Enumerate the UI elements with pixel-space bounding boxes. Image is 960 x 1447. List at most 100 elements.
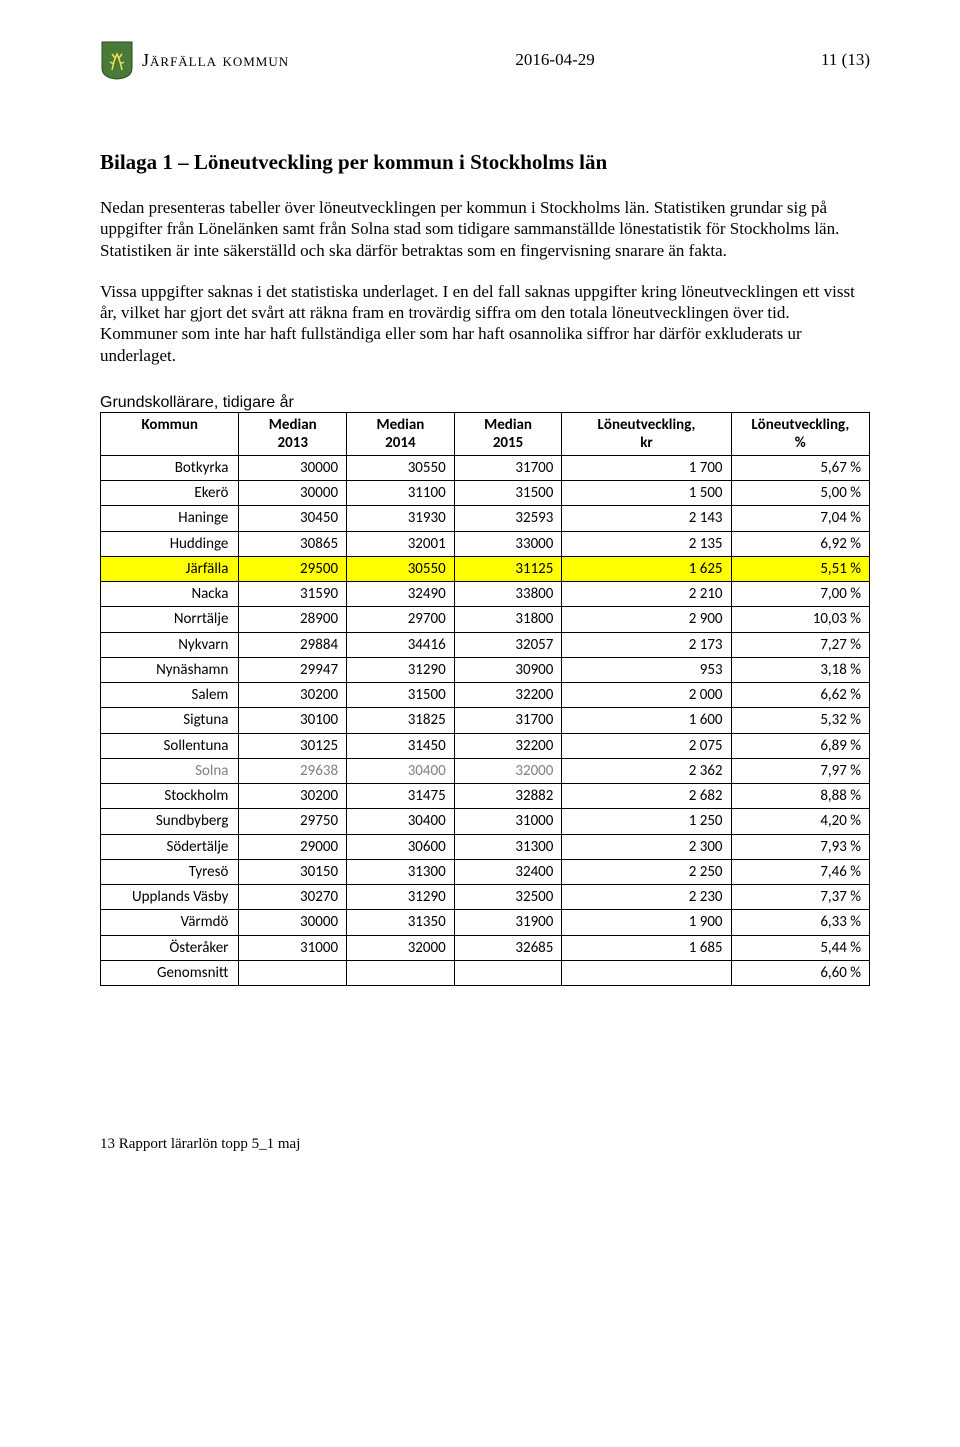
table-cell: 1 500	[562, 481, 731, 506]
table-cell: 32490	[347, 582, 455, 607]
table-cell: 31350	[347, 910, 455, 935]
table-cell: Nacka	[101, 582, 239, 607]
table-caption: Grundskollärare, tidigare år	[100, 394, 870, 412]
table-cell: 31500	[454, 481, 562, 506]
table-cell: 31290	[347, 885, 455, 910]
table-cell: Botkyrka	[101, 455, 239, 480]
table-row: Botkyrka3000030550317001 7005,67 %	[101, 455, 870, 480]
table-row: Genomsnitt 6,60 %	[101, 960, 870, 985]
table-cell: 32000	[347, 935, 455, 960]
table-cell: 30000	[239, 910, 347, 935]
table-cell	[454, 960, 562, 985]
table-row: Haninge3045031930325932 1437,04 %	[101, 506, 870, 531]
header-date: 2016-04-29	[515, 50, 594, 70]
table-cell: 953	[562, 657, 731, 682]
table-cell: 30000	[239, 481, 347, 506]
table-cell: 29638	[239, 758, 347, 783]
table-column-header: Kommun	[101, 412, 239, 455]
table-cell: 30150	[239, 859, 347, 884]
table-cell: 32057	[454, 632, 562, 657]
table-cell: 1 685	[562, 935, 731, 960]
table-cell: 29700	[347, 607, 455, 632]
table-cell: 2 362	[562, 758, 731, 783]
table-cell: 30200	[239, 784, 347, 809]
table-cell: 2 682	[562, 784, 731, 809]
table-cell: 30550	[347, 455, 455, 480]
table-cell: 31475	[347, 784, 455, 809]
table-row: Nacka3159032490338002 2107,00 %	[101, 582, 870, 607]
table-cell: 29884	[239, 632, 347, 657]
table-cell: 7,97 %	[731, 758, 869, 783]
table-cell: 34416	[347, 632, 455, 657]
table-cell: 6,60 %	[731, 960, 869, 985]
table-cell: Haninge	[101, 506, 239, 531]
table-cell: 7,46 %	[731, 859, 869, 884]
table-row: Järfälla2950030550311251 6255,51 %	[101, 556, 870, 581]
table-column-header: Löneutveckling,kr	[562, 412, 731, 455]
table-cell: Genomsnitt	[101, 960, 239, 985]
body-text: Nedan presenteras tabeller över löneutve…	[100, 197, 870, 366]
table-cell: 31125	[454, 556, 562, 581]
table-row: Huddinge3086532001330002 1356,92 %	[101, 531, 870, 556]
table-cell: 30450	[239, 506, 347, 531]
table-cell: 31450	[347, 733, 455, 758]
table-cell: 5,00 %	[731, 481, 869, 506]
table-cell: 2 075	[562, 733, 731, 758]
table-cell: 31700	[454, 455, 562, 480]
table-cell: 33000	[454, 531, 562, 556]
table-cell: Sundbyberg	[101, 809, 239, 834]
table-cell: 32500	[454, 885, 562, 910]
table-cell: Österåker	[101, 935, 239, 960]
table-cell: 31700	[454, 708, 562, 733]
table-cell: 6,33 %	[731, 910, 869, 935]
table-cell: 29500	[239, 556, 347, 581]
table-cell: 1 250	[562, 809, 731, 834]
table-header: KommunMedian2013Median2014Median2015Löne…	[101, 412, 870, 455]
table-cell: 31000	[239, 935, 347, 960]
table-cell: 30270	[239, 885, 347, 910]
paragraph-1: Nedan presenteras tabeller över löneutve…	[100, 197, 870, 261]
table-cell	[347, 960, 455, 985]
table-row: Nynäshamn2994731290309009533,18 %	[101, 657, 870, 682]
table-cell: 32000	[454, 758, 562, 783]
table-cell: 7,00 %	[731, 582, 869, 607]
table-cell: Upplands Väsby	[101, 885, 239, 910]
table-cell: 30550	[347, 556, 455, 581]
table-column-header: Median2015	[454, 412, 562, 455]
paragraph-2: Vissa uppgifter saknas i det statistiska…	[100, 281, 870, 366]
table-cell: 30865	[239, 531, 347, 556]
table-cell: 2 300	[562, 834, 731, 859]
table-cell: 1 600	[562, 708, 731, 733]
table-cell: 32200	[454, 733, 562, 758]
table-row: Södertälje2900030600313002 3007,93 %	[101, 834, 870, 859]
table-row: Sollentuna3012531450322002 0756,89 %	[101, 733, 870, 758]
table-cell: 6,92 %	[731, 531, 869, 556]
table-cell: 6,89 %	[731, 733, 869, 758]
table-row: Stockholm3020031475328822 6828,88 %	[101, 784, 870, 809]
table-cell: 31300	[347, 859, 455, 884]
table-cell: 31290	[347, 657, 455, 682]
table-row: Upplands Väsby3027031290325002 2307,37 %	[101, 885, 870, 910]
page-header: Järfälla kommun 2016-04-29 11 (13)	[100, 40, 870, 80]
table-cell: Nykvarn	[101, 632, 239, 657]
table-cell: 32001	[347, 531, 455, 556]
table-cell: 7,37 %	[731, 885, 869, 910]
table-cell	[239, 960, 347, 985]
table-cell: 33800	[454, 582, 562, 607]
table-cell: 30000	[239, 455, 347, 480]
page-footer: 13 Rapport lärarlön topp 5_1 maj	[100, 1136, 870, 1153]
table-cell: 5,51 %	[731, 556, 869, 581]
table-cell: 5,32 %	[731, 708, 869, 733]
table-cell: Salem	[101, 683, 239, 708]
table-row: Värmdö3000031350319001 9006,33 %	[101, 910, 870, 935]
table-cell: 32685	[454, 935, 562, 960]
table-cell: Solna	[101, 758, 239, 783]
table-cell: 1 625	[562, 556, 731, 581]
salary-table: KommunMedian2013Median2014Median2015Löne…	[100, 412, 870, 986]
table-cell: 31000	[454, 809, 562, 834]
table-cell: 3,18 %	[731, 657, 869, 682]
table-cell: Järfälla	[101, 556, 239, 581]
table-cell: 2 210	[562, 582, 731, 607]
table-cell: 6,62 %	[731, 683, 869, 708]
table-row: Tyresö3015031300324002 2507,46 %	[101, 859, 870, 884]
